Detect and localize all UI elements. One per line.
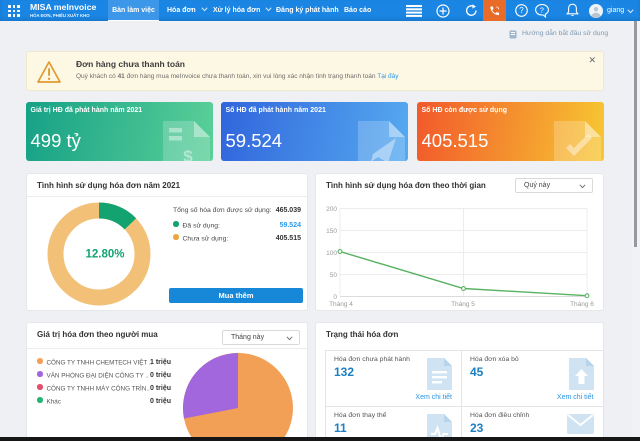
svg-text:$: $ [183,147,193,161]
svg-text:Tháng 4: Tháng 4 [329,301,353,308]
svg-text:Tháng 6: Tháng 6 [570,301,594,308]
svg-text:200: 200 [326,206,337,213]
svg-text:150: 150 [326,228,337,235]
svg-text:0: 0 [333,294,337,301]
svg-text:?: ? [540,6,544,15]
svg-text:Tháng 5: Tháng 5 [451,301,475,308]
svg-text:12.80%: 12.80% [85,249,124,261]
svg-text:100: 100 [326,250,337,257]
svg-text:?: ? [519,6,524,15]
svg-text:50: 50 [330,272,338,279]
